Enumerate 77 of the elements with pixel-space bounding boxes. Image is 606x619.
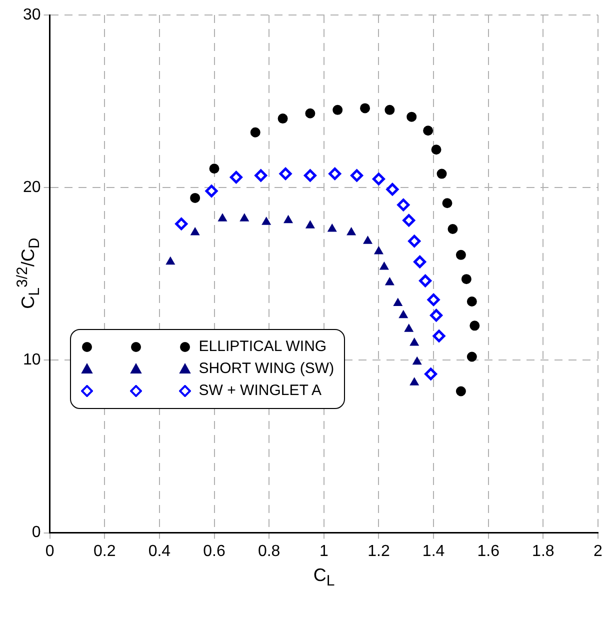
y-tick-label: 20 — [23, 179, 41, 196]
x-tick-label: 1 — [319, 542, 328, 560]
point — [175, 218, 188, 230]
x-tick-label: 0.6 — [203, 542, 226, 560]
point — [461, 274, 472, 284]
point — [456, 250, 466, 260]
point — [466, 296, 477, 307]
legend-label: ELLIPTICAL WING — [198, 338, 327, 356]
point — [350, 169, 364, 182]
point — [404, 324, 414, 332]
point — [402, 214, 416, 227]
point — [166, 256, 175, 265]
point — [205, 184, 218, 198]
point — [394, 298, 402, 306]
y-tick-label: 0 — [32, 524, 41, 542]
point — [209, 164, 220, 174]
point — [419, 274, 432, 288]
point — [408, 234, 421, 248]
x-tick-label: 0.4 — [148, 542, 171, 560]
point — [262, 217, 271, 225]
point — [363, 236, 372, 244]
point — [432, 330, 446, 342]
point — [385, 278, 394, 286]
point — [190, 227, 200, 236]
point — [431, 144, 442, 155]
x-tick-label: 1.8 — [532, 542, 554, 560]
point — [380, 262, 389, 270]
point — [442, 198, 452, 208]
point — [190, 192, 200, 203]
point — [456, 386, 466, 396]
point — [304, 169, 316, 182]
x-tick-label: 2 — [594, 542, 603, 560]
point — [414, 256, 426, 268]
point — [386, 183, 399, 196]
y-tick-label: 30 — [23, 6, 41, 24]
point — [218, 214, 227, 222]
point — [427, 294, 440, 306]
point — [424, 368, 438, 380]
point — [306, 220, 315, 228]
legend-label: SW + WINGLET A — [198, 382, 322, 400]
point — [410, 378, 419, 386]
x-tick-label: 0 — [45, 542, 54, 560]
point — [328, 224, 337, 232]
x-tick-label: 0.8 — [258, 542, 280, 560]
point — [332, 104, 343, 115]
x-tick-label: 1.6 — [477, 542, 500, 560]
point — [466, 352, 477, 362]
y-tick-label: 10 — [23, 352, 41, 369]
point — [398, 310, 408, 318]
point — [284, 215, 293, 224]
point — [410, 338, 419, 346]
point — [384, 104, 395, 115]
point — [406, 112, 417, 122]
point — [430, 309, 443, 322]
point — [374, 246, 384, 254]
legend-label: SHORT WING (SW) — [198, 360, 334, 378]
point — [250, 127, 260, 138]
point — [305, 108, 316, 118]
point — [346, 227, 356, 236]
point — [470, 320, 480, 331]
x-tick-label: 1.4 — [422, 542, 445, 560]
point — [412, 356, 422, 365]
point — [423, 126, 434, 136]
point — [240, 214, 249, 222]
point — [448, 224, 458, 234]
point — [397, 198, 410, 212]
x-axis-title: C$_{L}$ — [313, 564, 335, 590]
point — [279, 168, 292, 180]
point — [254, 169, 268, 182]
point — [372, 172, 385, 186]
point — [278, 114, 288, 124]
point — [328, 168, 342, 180]
x-tick-label: 0.2 — [93, 542, 116, 560]
x-tick-label: 1.2 — [368, 542, 390, 560]
point — [436, 168, 447, 179]
point — [230, 170, 242, 184]
point — [360, 103, 370, 114]
